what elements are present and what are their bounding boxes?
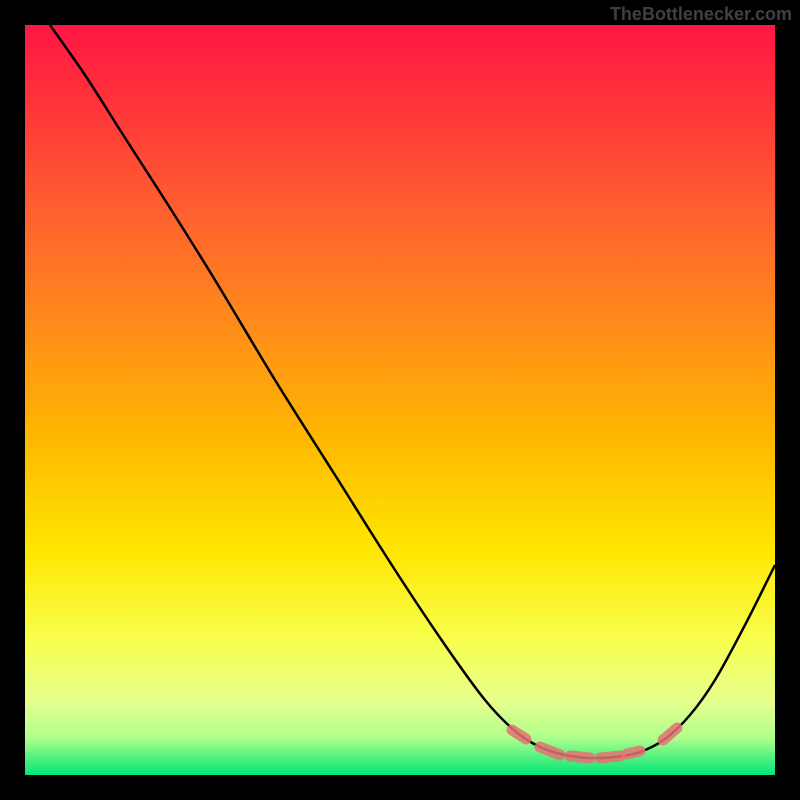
- chart-container: [25, 25, 775, 775]
- optimal-markers: [25, 25, 775, 775]
- watermark-text: TheBottlenecker.com: [610, 4, 792, 25]
